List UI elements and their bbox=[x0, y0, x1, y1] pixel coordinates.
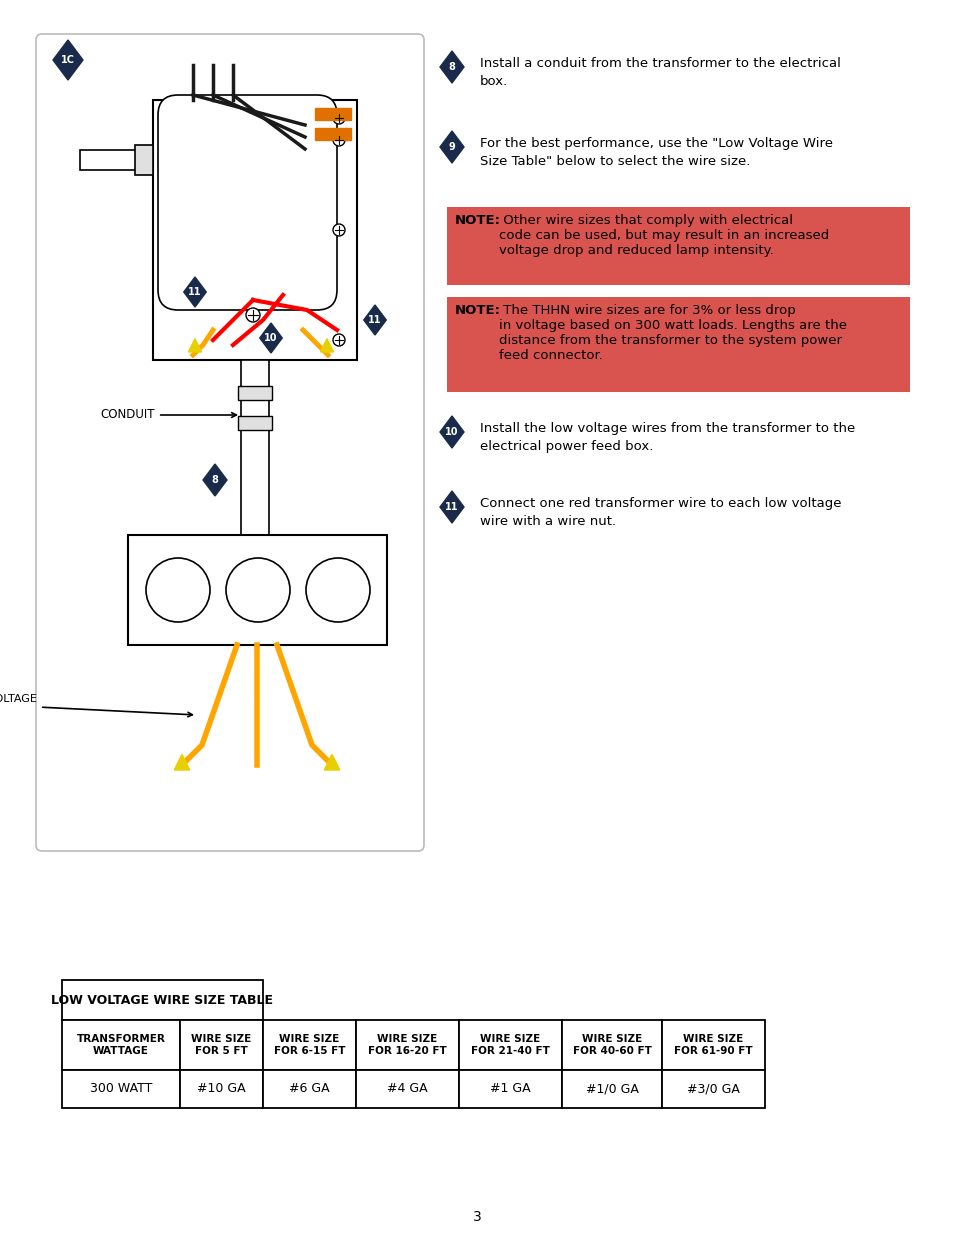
Bar bbox=[62, 1020, 180, 1070]
Text: #6 GA: #6 GA bbox=[289, 1083, 330, 1095]
Text: Connect one red transformer wire to each low voltage: Connect one red transformer wire to each… bbox=[479, 496, 841, 510]
Text: WIRE SIZE
FOR 5 FT: WIRE SIZE FOR 5 FT bbox=[192, 1034, 252, 1056]
Circle shape bbox=[146, 558, 210, 622]
Text: Install a conduit from the transformer to the electrical: Install a conduit from the transformer t… bbox=[479, 57, 840, 70]
Text: CONDUIT: CONDUIT bbox=[100, 409, 236, 421]
Bar bbox=[237, 416, 272, 430]
Bar bbox=[661, 1070, 764, 1108]
Bar bbox=[135, 144, 152, 175]
Bar bbox=[355, 1020, 458, 1070]
Bar bbox=[355, 1070, 458, 1108]
Bar bbox=[458, 1070, 561, 1108]
Bar bbox=[458, 1020, 561, 1070]
Text: #10 GA: #10 GA bbox=[197, 1083, 246, 1095]
Text: WIRE SIZE
FOR 16-20 FT: WIRE SIZE FOR 16-20 FT bbox=[368, 1034, 446, 1056]
FancyBboxPatch shape bbox=[158, 95, 336, 310]
Text: The THHN wire sizes are for 3% or less drop
in voltage based on 300 watt loads. : The THHN wire sizes are for 3% or less d… bbox=[498, 304, 846, 362]
Bar bbox=[447, 207, 909, 285]
Text: #1/0 GA: #1/0 GA bbox=[585, 1083, 638, 1095]
Polygon shape bbox=[203, 464, 227, 496]
Polygon shape bbox=[439, 416, 463, 448]
Circle shape bbox=[333, 224, 345, 236]
Polygon shape bbox=[53, 40, 83, 80]
Text: NOTE:: NOTE: bbox=[455, 214, 500, 227]
Bar bbox=[561, 1020, 661, 1070]
Bar bbox=[62, 981, 263, 1020]
Circle shape bbox=[226, 558, 290, 622]
Circle shape bbox=[333, 112, 345, 124]
Bar bbox=[561, 1070, 661, 1108]
Text: For the best performance, use the "Low Voltage Wire: For the best performance, use the "Low V… bbox=[479, 137, 832, 149]
Bar bbox=[241, 359, 269, 535]
Text: #4 GA: #4 GA bbox=[387, 1083, 427, 1095]
Polygon shape bbox=[174, 755, 190, 769]
Text: 9: 9 bbox=[448, 142, 455, 152]
Text: 11: 11 bbox=[368, 315, 381, 325]
Text: WIRE SIZE
FOR 6-15 FT: WIRE SIZE FOR 6-15 FT bbox=[274, 1034, 345, 1056]
Bar bbox=[447, 296, 909, 391]
Text: 11: 11 bbox=[445, 501, 458, 513]
Polygon shape bbox=[439, 492, 463, 522]
Bar bbox=[263, 1070, 355, 1108]
Polygon shape bbox=[363, 305, 386, 335]
Text: Install the low voltage wires from the transformer to the: Install the low voltage wires from the t… bbox=[479, 422, 854, 435]
Text: 8: 8 bbox=[212, 475, 218, 485]
Circle shape bbox=[333, 333, 345, 346]
Text: 1C: 1C bbox=[61, 56, 75, 65]
Polygon shape bbox=[320, 338, 334, 352]
Text: #1 GA: #1 GA bbox=[490, 1083, 530, 1095]
Bar bbox=[237, 387, 272, 400]
Circle shape bbox=[333, 135, 345, 146]
Text: 10: 10 bbox=[264, 333, 277, 343]
Polygon shape bbox=[439, 51, 463, 83]
Text: LOW VOLTAGE WIRE SIZE TABLE: LOW VOLTAGE WIRE SIZE TABLE bbox=[51, 993, 274, 1007]
Text: TRANSFORMER
WATTAGE: TRANSFORMER WATTAGE bbox=[76, 1034, 165, 1056]
Polygon shape bbox=[324, 755, 339, 769]
Text: 300 WATT: 300 WATT bbox=[90, 1083, 152, 1095]
Bar bbox=[152, 100, 356, 359]
Text: WIRE SIZE
FOR 61-90 FT: WIRE SIZE FOR 61-90 FT bbox=[674, 1034, 752, 1056]
Text: 3: 3 bbox=[472, 1210, 481, 1224]
Bar bbox=[180, 1020, 263, 1070]
Bar bbox=[263, 1020, 355, 1070]
Bar bbox=[80, 149, 152, 170]
FancyBboxPatch shape bbox=[36, 35, 423, 851]
Circle shape bbox=[246, 308, 260, 322]
Bar bbox=[62, 1070, 180, 1108]
Polygon shape bbox=[188, 338, 201, 352]
Polygon shape bbox=[184, 277, 206, 308]
Bar bbox=[128, 535, 387, 645]
Text: Other wire sizes that comply with electrical
code can be used, but may result in: Other wire sizes that comply with electr… bbox=[498, 214, 828, 257]
Circle shape bbox=[306, 558, 370, 622]
Text: 11: 11 bbox=[188, 287, 201, 296]
Text: NOTE:: NOTE: bbox=[455, 304, 500, 317]
Text: box.: box. bbox=[479, 75, 508, 88]
Polygon shape bbox=[259, 324, 282, 353]
Text: WIRE SIZE
FOR 21-40 FT: WIRE SIZE FOR 21-40 FT bbox=[471, 1034, 549, 1056]
Bar bbox=[314, 107, 351, 120]
Text: Size Table" below to select the wire size.: Size Table" below to select the wire siz… bbox=[479, 156, 750, 168]
Text: wire with a wire nut.: wire with a wire nut. bbox=[479, 515, 616, 529]
Bar bbox=[314, 128, 351, 140]
Text: 10: 10 bbox=[445, 427, 458, 437]
Text: #3/0 GA: #3/0 GA bbox=[686, 1083, 740, 1095]
Text: 8: 8 bbox=[448, 62, 455, 72]
Text: electrical power feed box.: electrical power feed box. bbox=[479, 440, 653, 453]
Text: LOW VOLTAGE
WIRES: LOW VOLTAGE WIRES bbox=[0, 694, 193, 716]
Bar bbox=[661, 1020, 764, 1070]
Bar bbox=[180, 1070, 263, 1108]
Polygon shape bbox=[439, 131, 463, 163]
Text: WIRE SIZE
FOR 40-60 FT: WIRE SIZE FOR 40-60 FT bbox=[572, 1034, 651, 1056]
